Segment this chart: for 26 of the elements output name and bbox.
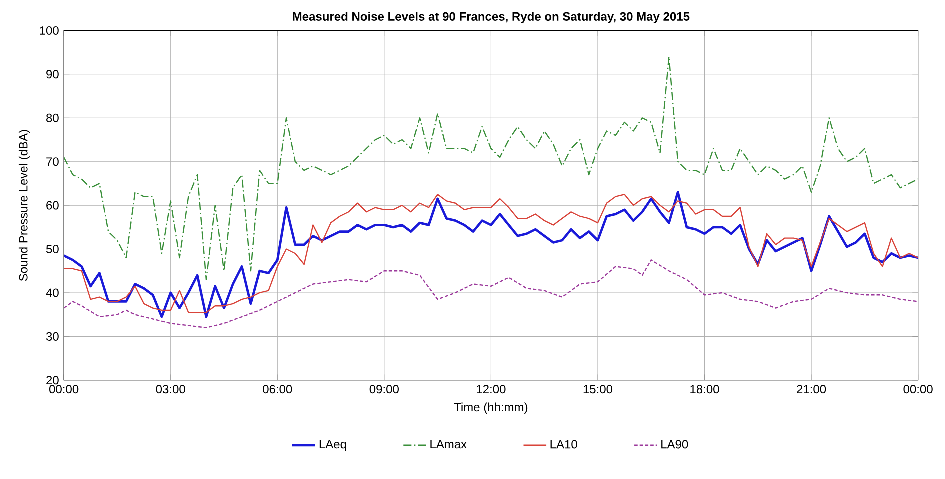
x-tick-label: 03:00 [156,385,186,394]
y-tick-label: 50 [46,244,59,254]
y-tick-label: 80 [46,114,59,122]
x-tick-label: 15:00 [584,385,613,394]
chart-title: Measured Noise Levels at 90 Frances, Ryde on Saturday, 30 May 2015 [293,12,690,24]
y-tick-label: 60 [46,201,59,210]
x-tick-label: 12:00 [477,385,506,394]
y-tick-label: 90 [46,70,59,79]
y-tick-label: 70 [46,158,59,166]
legend-label: LA90 [662,440,688,449]
y-tick-label: 30 [46,332,59,341]
y-axis-title: Sound Pressure Level (dBA) [18,130,30,282]
x-tick-label: 18:00 [690,385,720,394]
y-tick-label: 100 [40,26,59,35]
y-tick-label: 20 [46,376,59,385]
x-tick-label: 06:00 [263,385,292,394]
x-tick-label: 00:00 [904,385,933,394]
x-axis-title: Time (hh:mm) [454,402,528,414]
line-series [64,260,918,328]
x-tick-label: 21:00 [797,385,826,394]
legend-label: LAmax [430,440,467,449]
y-tick-label: 40 [46,288,59,298]
legend-label: LAeq [320,440,346,451]
x-tick-label: 00:00 [50,385,79,394]
x-tick-label: 09:00 [370,385,399,394]
legend-label: LA10 [550,440,578,449]
